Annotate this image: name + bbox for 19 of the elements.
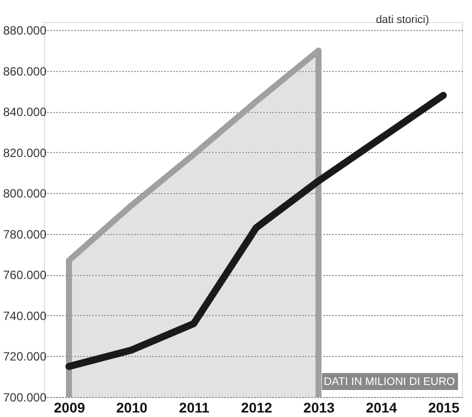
y-tick-label: 840.000 <box>3 105 47 120</box>
x-tick-label: 2015 <box>428 400 460 416</box>
y-tick-label: 760.000 <box>3 268 47 282</box>
y-tick-label: 720.000 <box>3 350 47 364</box>
y-tick-label: 780.000 <box>3 227 47 242</box>
y-tick-label: 820.000 <box>3 146 47 160</box>
y-tick-label: 740.000 <box>3 308 47 323</box>
y-tick-label: 700.000 <box>3 390 47 404</box>
x-tick-label: 2014 <box>366 400 398 416</box>
x-tick-label: 2010 <box>116 400 148 416</box>
annotation: DATI IN MILIONI DI EURO <box>324 376 456 388</box>
y-tick-label: 860.000 <box>3 64 47 78</box>
x-tick-label: 2009 <box>54 400 86 416</box>
y-tick-label: 880.000 <box>3 24 47 38</box>
x-tick-label: 2011 <box>179 400 210 416</box>
y-tick-label: 800.000 <box>3 186 47 201</box>
annotation: dati storici) <box>376 14 429 26</box>
x-tick-label: 2013 <box>303 400 335 416</box>
x-tick-label: 2012 <box>241 400 272 416</box>
